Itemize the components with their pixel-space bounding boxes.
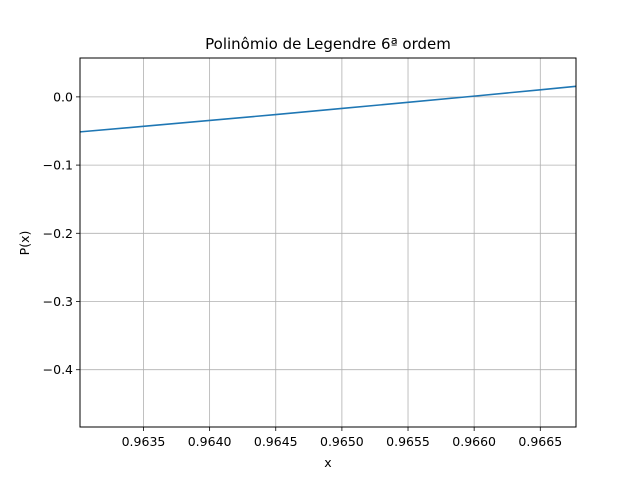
x-tick-label: 0.9645: [254, 434, 298, 449]
chart-title: Polinômio de Legendre 6ª ordem: [205, 35, 451, 53]
ticks: 0.9635 0.9640 0.9645 0.9650 0.9655 0.9660 0.96…: [43, 89, 563, 449]
x-axis-label: x: [324, 455, 331, 470]
x-tick-label: 0.9650: [320, 434, 364, 449]
x-tick-label: 0.9660: [452, 434, 496, 449]
y-tick-label: −0.2: [43, 226, 73, 241]
series-layer: [79, 85, 577, 133]
x-tick-label: 0.9655: [386, 434, 430, 449]
x-tick-label: 0.9640: [188, 434, 232, 449]
x-tick-label: 0.9635: [122, 434, 166, 449]
series-line: [79, 85, 577, 133]
y-tick-label: −0.1: [43, 158, 73, 173]
plot-frame: [79, 57, 577, 428]
y-tick-label: 0.0: [53, 89, 73, 104]
y-tick-label: −0.3: [43, 294, 73, 309]
y-tick-label: −0.4: [43, 362, 73, 377]
x-tick-label: 0.9665: [518, 434, 562, 449]
grid: [80, 58, 576, 427]
y-axis-label: P(x): [17, 231, 32, 256]
